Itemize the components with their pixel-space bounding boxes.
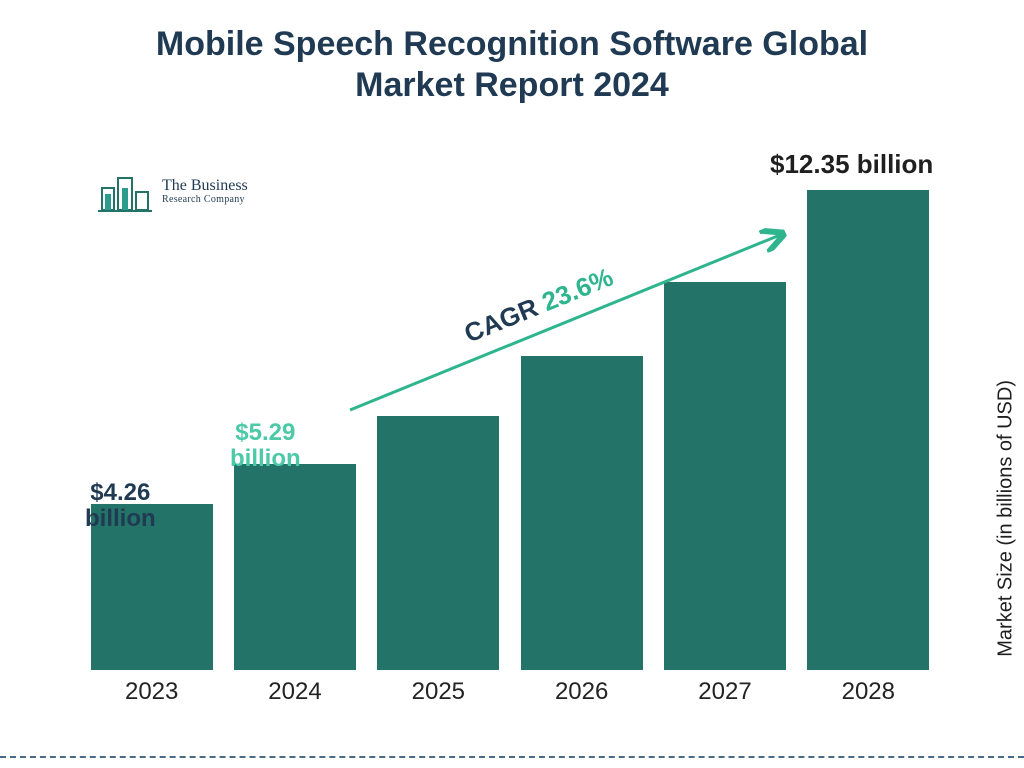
bar-slot [510,190,653,670]
callout-first-bar: $4.26billion [85,480,156,533]
bar-slot [80,190,223,670]
bar [807,190,929,670]
x-axis-tick-label: 2023 [80,678,223,706]
bar [521,356,643,670]
callout-last-bar: $12.35 billion [770,150,933,179]
x-axis-labels: 202320242025202620272028 [80,678,940,706]
chart-title-text: Mobile Speech Recognition Software Globa… [156,25,868,104]
bar-group [80,190,940,670]
x-axis-tick-label: 2026 [510,678,653,706]
bar [234,464,356,670]
y-axis-label: Market Size (in billions of USD) [995,380,1018,657]
callout-second-text: $5.29billion [230,419,301,472]
bar-slot [797,190,940,670]
bar [664,282,786,670]
bar-slot [367,190,510,670]
chart-plot-area [80,190,940,670]
x-axis-tick-label: 2024 [223,678,366,706]
callout-last-text: $12.35 billion [770,149,933,179]
x-axis-tick-label: 2027 [653,678,796,706]
callout-second-bar: $5.29billion [230,420,301,473]
callout-first-text: $4.26billion [85,479,156,532]
page-root: Mobile Speech Recognition Software Globa… [0,0,1024,768]
y-axis-label-text: Market Size (in billions of USD) [995,380,1017,657]
bar-slot [653,190,796,670]
x-axis-tick-label: 2025 [367,678,510,706]
x-axis-tick-label: 2028 [797,678,940,706]
chart-title: Mobile Speech Recognition Software Globa… [0,24,1024,106]
bar [377,416,499,670]
bottom-divider [0,756,1024,758]
